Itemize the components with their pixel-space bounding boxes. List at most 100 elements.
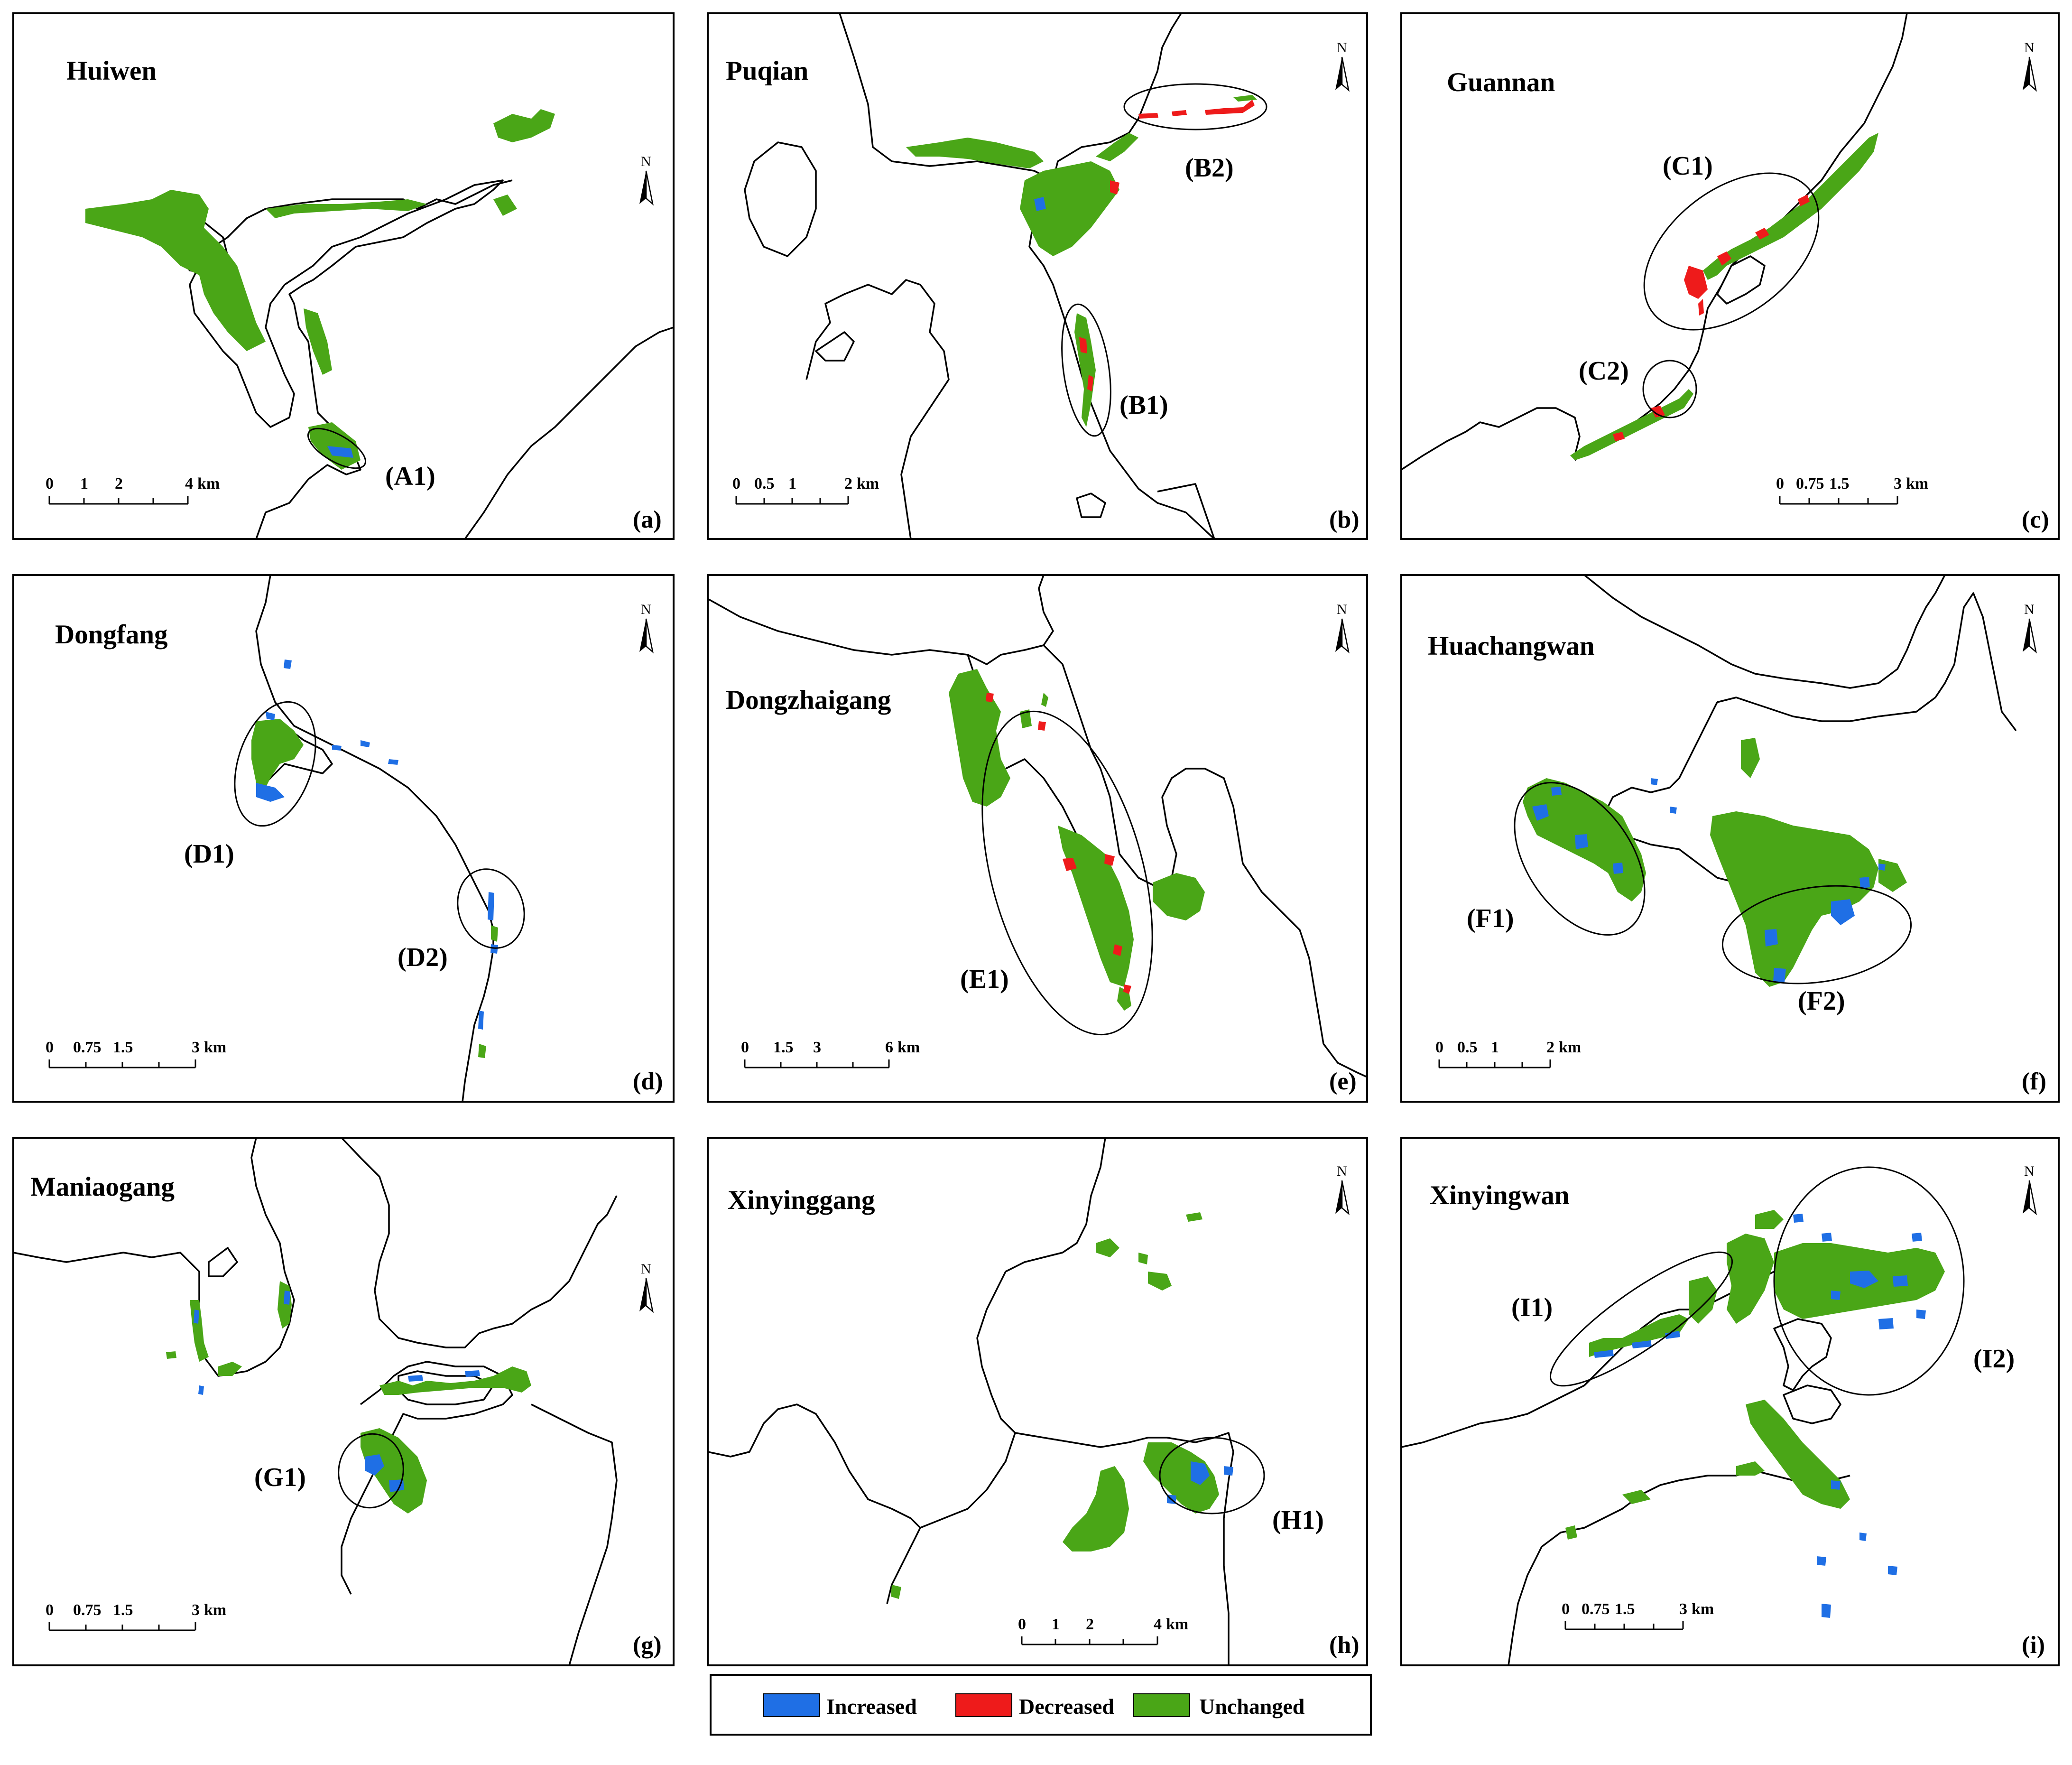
panel-b-zone-ellipse (1123, 83, 1267, 130)
panel-c-zone-ellipse (1642, 360, 1697, 418)
scale-tick: 1.5 (113, 1039, 133, 1056)
panel-b-zone-label: (B1) (1119, 390, 1168, 420)
scale-unit: km (204, 1601, 226, 1619)
panel-f-site-name: Huachangwan (1428, 631, 1595, 661)
panel-a-label: (a) (633, 506, 662, 533)
panel-c-mangrove-patch (1703, 133, 1878, 280)
panel-h-zone-ellipse (1159, 1437, 1265, 1514)
panel-h-mangrove-patch (1138, 1253, 1148, 1264)
panel-a-mangrove-patch (493, 109, 555, 142)
panel-a-site-name: Huiwen (66, 56, 157, 86)
scale-tick: 3 (192, 1601, 200, 1619)
panel-h-scale-bar: 0 1 2 4 km (1018, 1616, 1188, 1645)
panel-c-scale-bar: 0 0.75 1.5 3 km (1776, 475, 1928, 505)
panel-i-scale-bar: 0 0.75 1.5 3 km (1562, 1600, 1714, 1630)
scale-tick: 0.75 (1796, 475, 1824, 492)
panel-e-mangrove-patch (949, 669, 1010, 807)
panel-g-increase-patch (365, 1454, 404, 1492)
panel-b-label: (b) (1329, 506, 1360, 533)
panel-i-label: (i) (2022, 1632, 2045, 1659)
north-arrow-icon: N (1335, 602, 1350, 654)
panel-f-mangrove-patch (1878, 859, 1907, 892)
svg-text:N: N (641, 1261, 651, 1277)
scale-tick: 1.5 (113, 1601, 133, 1619)
scale-unit: km (1166, 1616, 1188, 1633)
scale-tick: 0 (732, 475, 740, 492)
scale-tick: 1 (1491, 1039, 1499, 1056)
panel-f-scale-bar: 0 0.5 1 2 km (1435, 1039, 1581, 1068)
north-arrow-icon: N (2023, 40, 2037, 92)
panel-b-island (744, 141, 817, 257)
panel-d-zone-ellipse (457, 868, 525, 949)
panel-g-mangrove-patch (361, 1428, 427, 1514)
panel-f-mangrove-patch (1741, 738, 1760, 778)
scale-tick: 2 (1086, 1616, 1094, 1633)
panel-b-scale-bar: 0 0.5 1 2 km (732, 475, 879, 505)
panel-a-mangrove-patch (493, 195, 517, 216)
panel-f-coastline-2 (1717, 592, 2017, 732)
legend-label-unchanged: Unchanged (1199, 1694, 1305, 1719)
panel-c-zone-label: (C1) (1663, 151, 1713, 181)
panel-i-mangrove-patch (1589, 1314, 1689, 1357)
scale-tick: 0 (1018, 1616, 1026, 1633)
panel-h-mangrove-patch (1096, 1212, 1202, 1291)
panel-h-label: (h) (1329, 1632, 1360, 1659)
north-arrow-icon: N (639, 154, 654, 206)
scale-unit: km (1906, 475, 1928, 492)
panel-d-site-name: Dongfang (55, 620, 168, 650)
panel-f-zone-label: (F1) (1467, 904, 1514, 933)
panel-i-mangrove-patch (1727, 1234, 1774, 1324)
panel-g-boundary (531, 1403, 618, 1666)
panel-f-label: (f) (2022, 1068, 2046, 1095)
panel-c-zone-label: (C2) (1579, 356, 1629, 386)
panel-c-frame (1400, 12, 2060, 540)
panel-e-decrease-patch (986, 693, 1046, 731)
scale-tick: 2 (844, 475, 852, 492)
panel-e-mangrove-patch (1153, 873, 1205, 920)
panel-f: Huachangwan (F1) (F2) (f) N 0 0.5 1 2 km (1400, 574, 2060, 1103)
panel-e-zone-ellipse (981, 710, 1153, 1036)
panel-i-inlet (1773, 1318, 1832, 1391)
panel-b-zone-ellipse (1061, 303, 1111, 437)
panel-d-mangrove-patch (478, 1044, 486, 1058)
panel-h-frame (707, 1137, 1368, 1666)
panel-g-mangrove-patch (379, 1366, 531, 1395)
legend-box (710, 1674, 1372, 1736)
panel-h-mangrove-patch (891, 1585, 901, 1599)
scale-tick: 0.5 (1457, 1039, 1478, 1056)
panel-i-zone-label: (I1) (1511, 1293, 1553, 1322)
panel-b-site-name: Puqian (726, 56, 808, 86)
panel-e-coastline-2 (1043, 644, 1368, 1078)
panel-b-zone-label: (B2) (1185, 153, 1234, 183)
panel-a-mangrove-patch (304, 308, 332, 375)
panel-e-frame (707, 574, 1368, 1103)
panel-a-zone-label: (A1) (385, 462, 435, 491)
panel-c-decrease-patch (1684, 266, 1708, 299)
panel-d-mangrove-patch (251, 719, 304, 788)
panel-d-mangrove-patch (491, 925, 498, 942)
panel-i-coastline (1508, 1470, 1850, 1666)
panel-i-zone-label: (I2) (1973, 1344, 2015, 1374)
panel-i-zone-ellipse (1773, 1166, 1965, 1396)
panel-b-decrease-patch (1079, 337, 1093, 391)
panel-f-zone-label: (F2) (1798, 986, 1845, 1016)
panel-a-coastline-2 (464, 326, 674, 540)
panel-e-site-name: Dongzhaigang (726, 685, 891, 715)
panel-b-mangrove-patch (1020, 161, 1119, 256)
panel-b-increase-patch (1034, 197, 1046, 211)
panel-c-inlet (1716, 255, 1766, 305)
panel-e-zone-label: (E1) (960, 965, 1009, 994)
svg-text:N: N (2024, 1163, 2035, 1179)
panel-b-decrease-patch (1110, 180, 1119, 195)
scale-tick: 0 (46, 1039, 54, 1056)
panel-f-zone-ellipse (1514, 782, 1646, 936)
svg-text:N: N (641, 602, 651, 617)
panel-c-label: (c) (2022, 506, 2049, 533)
panel-b-small-island (1076, 492, 1106, 518)
panel-b-peninsula (805, 279, 950, 539)
scale-tick: 0 (1776, 475, 1784, 492)
panel-b-decrease-patch (1138, 100, 1255, 119)
panel-e-mangrove-patch (1020, 693, 1048, 728)
svg-text:N: N (2024, 602, 2035, 617)
